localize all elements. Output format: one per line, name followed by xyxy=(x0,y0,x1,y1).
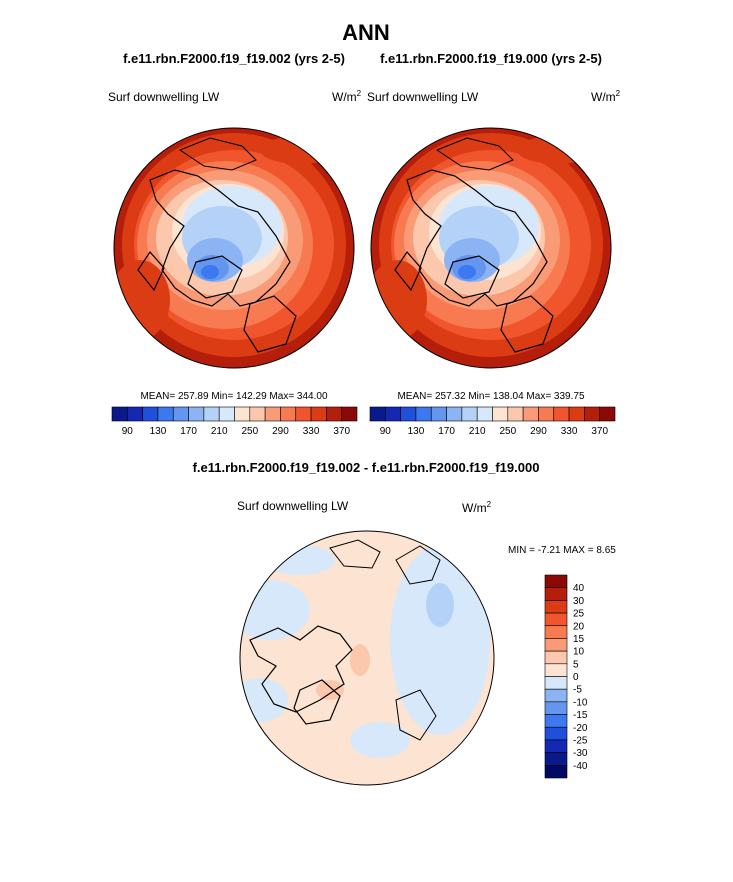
panel-1-colorbar-swatch xyxy=(111,406,128,422)
diff-colorbar-tick-label: 0 xyxy=(573,672,579,683)
diff-colorbar-swatch xyxy=(544,600,568,614)
panel-2-units-label: W/m2 xyxy=(591,89,621,104)
diff-panel-variable-label: Surf downwelling LW xyxy=(237,499,349,513)
diff-colorbar-swatch xyxy=(544,587,568,601)
panel-2-colorbar-swatch xyxy=(400,406,417,422)
panel-1-colorbar-tick-label: 330 xyxy=(303,426,320,437)
diff-colorbar-tick-label: -30 xyxy=(573,748,588,759)
panel-2-colorbar-swatch xyxy=(553,406,570,422)
panel-1-variable-label: Surf downwelling LW xyxy=(108,90,220,104)
panel-1-colorbar-tick-label: 250 xyxy=(241,426,258,437)
panel-2-colorbar-swatch xyxy=(385,406,401,422)
diff-colorbar-swatch xyxy=(544,612,568,627)
panel-1-colorbar-swatch xyxy=(326,406,342,422)
diff-colorbar-tick-label: 15 xyxy=(573,634,585,645)
panel-2-colorbar-swatch xyxy=(492,406,509,422)
panel-1-colorbar-swatch xyxy=(234,406,251,422)
panel-2-polar-map xyxy=(370,127,612,369)
panel-2-colorbar-tick-label: 330 xyxy=(561,426,578,437)
panel-1-colorbar-swatch xyxy=(218,406,235,422)
panel-1-units-label: W/m2 xyxy=(332,89,362,104)
panel-2-colorbar-swatch xyxy=(476,406,493,422)
diff-colorbar-tick-label: -10 xyxy=(573,697,588,708)
panel-1-colorbar-swatch xyxy=(142,406,159,422)
panel-1-colorbar-tick-label: 210 xyxy=(211,426,228,437)
panel-2-colorbar-swatch xyxy=(415,406,432,422)
panel-1-case-title: f.e11.rbn.F2000.f19_f19.002 (yrs 2-5) xyxy=(123,51,345,66)
panel-2-colorbar-tick-label: 210 xyxy=(469,426,486,437)
panel-1-colorbar-tick-label: 90 xyxy=(122,426,134,437)
panel-1-colorbar-swatch xyxy=(249,406,266,422)
panel-2-colorbar: 90 130 170 210 250 290 330 370 xyxy=(369,406,616,437)
diff-colorbar-tick-label: -25 xyxy=(573,735,588,746)
diff-colorbar-tick-label: 40 xyxy=(573,583,585,594)
panel-2-colorbar-tick-label: 250 xyxy=(499,426,516,437)
diff-colorbar-swatch xyxy=(544,752,568,766)
panel-2-colorbar-swatch xyxy=(461,406,478,422)
panel-1-colorbar-swatch xyxy=(157,406,174,422)
diff-colorbar-swatch xyxy=(544,739,568,753)
diff-colorbar-tick-label: -20 xyxy=(573,723,588,734)
diff-colorbar-tick-label: -5 xyxy=(573,685,582,696)
panel-2-colorbar-swatch xyxy=(430,406,447,422)
panel-1-polar-map xyxy=(113,127,355,369)
panel-1-colorbar-swatch xyxy=(280,406,297,422)
diff-colorbar-tick-label: 10 xyxy=(573,647,585,658)
panel-1-colorbar-swatch xyxy=(188,406,205,422)
diff-colorbar-tick-label: 20 xyxy=(573,621,585,632)
diff-colorbar-tick-label: 5 xyxy=(573,659,579,670)
panel-1-colorbar-swatch xyxy=(310,406,327,422)
diff-colorbar-tick-label: 30 xyxy=(573,596,585,607)
panel-1-colorbar-swatch xyxy=(264,406,281,422)
panel-2-colorbar-swatch xyxy=(369,406,386,422)
panel-1-colorbar-tick-label: 130 xyxy=(150,426,167,437)
panel-1-colorbar-swatch xyxy=(295,406,312,422)
panel-2-colorbar-swatch xyxy=(599,406,616,422)
panel-2-stats: MEAN= 257.32 Min= 138.04 Max= 339.75 xyxy=(397,391,585,402)
diff-colorbar-swatch xyxy=(544,574,568,588)
panel-1-colorbar-tick-label: 290 xyxy=(272,426,289,437)
panel-1-stats: MEAN= 257.89 Min= 142.29 Max= 344.00 xyxy=(140,391,328,402)
panel-2-colorbar-swatch xyxy=(584,406,600,422)
panel-1-colorbar-swatch xyxy=(127,406,143,422)
diff-colorbar-swatch xyxy=(544,650,568,665)
diff-panel-polar-map xyxy=(239,530,495,786)
panel-1-colorbar-swatch xyxy=(172,406,189,422)
panel-2-colorbar-swatch xyxy=(507,406,524,422)
diff-panel-title: f.e11.rbn.F2000.f19_f19.002 - f.e11.rbn.… xyxy=(193,460,540,475)
panel-2-colorbar-tick-label: 130 xyxy=(408,426,425,437)
diff-colorbar-swatch xyxy=(544,726,568,741)
panel-1-colorbar-swatch xyxy=(341,406,358,422)
diff-colorbar-swatch xyxy=(544,638,568,652)
diff-panel-minmax: MIN = -7.21 MAX = 8.65 xyxy=(508,545,616,556)
diff-colorbar-tick-label: -40 xyxy=(573,761,588,772)
diff-colorbar-swatch xyxy=(544,688,568,703)
diff-colorbar-swatch xyxy=(544,714,568,728)
panel-2-colorbar-swatch xyxy=(446,406,463,422)
diff-colorbar-tick-label: 25 xyxy=(573,609,585,620)
diff-colorbar-swatch xyxy=(544,625,568,639)
panel-2-colorbar-tick-label: 90 xyxy=(380,426,392,437)
panel-1-colorbar-swatch xyxy=(203,406,220,422)
panel-2-variable-label: Surf downwelling LW xyxy=(367,90,479,104)
panel-1-colorbar-tick-label: 170 xyxy=(180,426,197,437)
panel-2-case-title: f.e11.rbn.F2000.f19_f19.000 (yrs 2-5) xyxy=(380,51,602,66)
panel-2-colorbar-swatch xyxy=(568,406,585,422)
diff-colorbar-swatch xyxy=(544,765,568,779)
panel-1-colorbar: 90 130 170 210 250 290 330 370 xyxy=(111,406,358,437)
diff-colorbar-swatch xyxy=(544,663,568,677)
diff-colorbar-swatch xyxy=(544,676,568,690)
page-title: ANN xyxy=(342,20,390,45)
panel-2-colorbar-tick-label: 170 xyxy=(438,426,455,437)
diff-colorbar-tick-label: -15 xyxy=(573,710,588,721)
panel-1-colorbar-tick-label: 370 xyxy=(333,426,350,437)
panel-2-colorbar-tick-label: 370 xyxy=(591,426,608,437)
diff-panel-units-label: W/m2 xyxy=(462,500,492,515)
diff-colorbar-swatch xyxy=(544,701,568,715)
panel-2-colorbar-tick-label: 290 xyxy=(530,426,547,437)
panel-2-colorbar-swatch xyxy=(522,406,539,422)
panel-2-colorbar-swatch xyxy=(538,406,555,422)
